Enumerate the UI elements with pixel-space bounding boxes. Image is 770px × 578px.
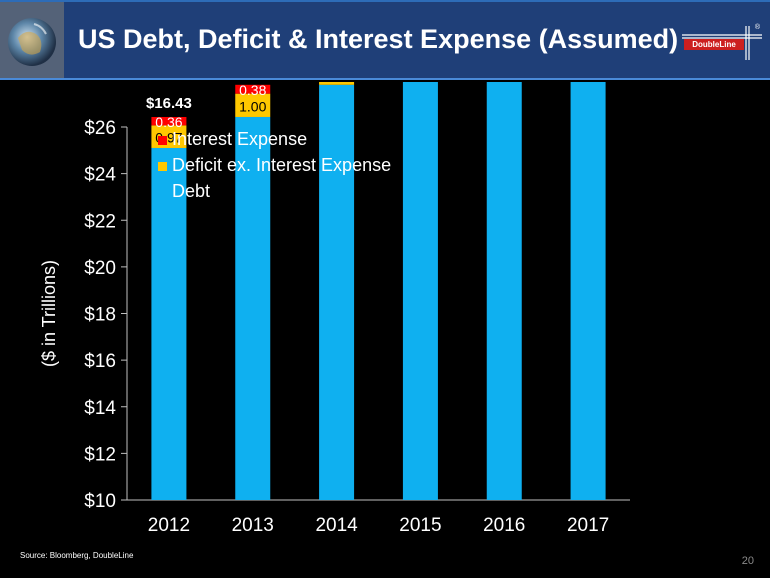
y-tick-label: $26	[84, 118, 116, 139]
bar-debt-2017	[570, 82, 606, 500]
bar-debt-2016	[486, 82, 522, 500]
x-tick-label-2013: 2013	[232, 515, 274, 536]
y-tick-label: $24	[84, 165, 116, 186]
y-tick-label: $14	[84, 398, 116, 419]
y-axis-title: ($ in Trillions)	[39, 260, 59, 367]
segment-label: 0.38	[239, 82, 266, 98]
y-tick-label: $10	[84, 491, 116, 512]
segment-label: 1.00	[239, 98, 266, 114]
bar-deficit-ex-interest-expense-2014	[319, 82, 355, 85]
doubleline-logo: DoubleLine ®	[682, 24, 762, 60]
legend-swatch	[158, 136, 167, 145]
total-label-2012: $16.43	[146, 95, 192, 112]
y-tick-label: $12	[84, 444, 116, 465]
legend-swatch	[158, 162, 167, 171]
x-tick-label-2014: 2014	[315, 515, 358, 536]
slide-header: US Debt, Deficit & Interest Expense (Ass…	[0, 0, 770, 80]
x-tick-label-2017: 2017	[567, 515, 609, 536]
bar-debt-2014	[319, 84, 355, 500]
y-tick-label: $16	[84, 351, 116, 372]
source-note: Source: Bloomberg, DoubleLine	[20, 551, 134, 560]
bar-debt-2015	[402, 82, 438, 501]
page-title: US Debt, Deficit & Interest Expense (Ass…	[78, 24, 679, 54]
globe-logo-icon	[0, 2, 64, 78]
y-tick-label: $18	[84, 305, 116, 326]
x-tick-label-2015: 2015	[399, 515, 441, 536]
brand-name: DoubleLine	[684, 39, 744, 50]
legend-swatch	[158, 188, 167, 197]
legend-label: Interest Expense	[172, 129, 307, 149]
registered-mark: ®	[754, 24, 760, 31]
stacked-bar-chart: $10 $12 $14 $16 $18 $20 $22 $24 $26 ($ in Trillio…	[39, 82, 630, 536]
legend-label: Deficit ex. Interest Expense	[172, 155, 391, 175]
legend-label: Debt	[172, 181, 210, 201]
bar-interest-expense-2013	[235, 84, 271, 94]
segment-label: 0.36	[155, 114, 182, 130]
x-tick-label-2012: 2012	[148, 515, 190, 536]
y-tick-label: $20	[84, 258, 116, 279]
bar-deficit-ex-interest-expense-2013	[235, 93, 271, 117]
bar-interest-expense-2012	[151, 116, 187, 126]
bar-debt-2012	[151, 147, 187, 500]
y-tick-label: $22	[84, 211, 116, 232]
x-tick-label-2016: 2016	[483, 515, 525, 536]
bar-debt-2013	[235, 116, 271, 501]
page-number: 20	[741, 555, 754, 567]
